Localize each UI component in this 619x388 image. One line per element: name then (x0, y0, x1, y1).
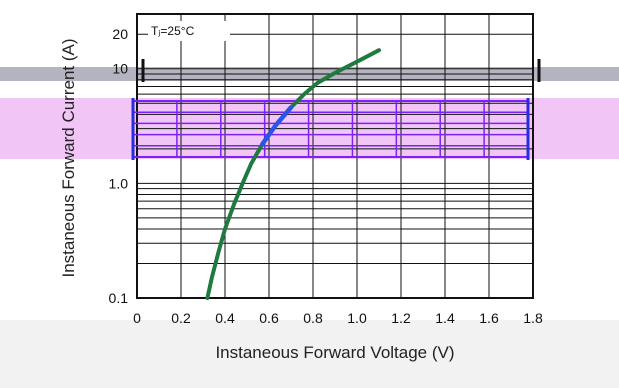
x-tick-label: 1.2 (391, 310, 411, 326)
x-tick-label: 1.6 (479, 310, 499, 326)
x-axis-title: Instaneous Forward Voltage (V) (215, 343, 454, 362)
x-tick-label: 0 (133, 310, 141, 326)
x-tick-label: 0.4 (215, 310, 235, 326)
overlay-band-grid (131, 59, 541, 160)
y-tick-label: 20 (112, 26, 128, 42)
x-tick-label: 0.2 (171, 310, 191, 326)
y-axis-title: Instaneous Forward Current (A) (59, 38, 78, 277)
temperature-annotation-box (148, 21, 230, 41)
x-tick-label: 0.6 (259, 310, 279, 326)
temperature-annotation: Tⱼ=25°C (151, 24, 195, 38)
forward-curve (205, 48, 381, 300)
y-tick-label: 1.0 (109, 175, 129, 191)
x-tick-label: 1.0 (347, 310, 367, 326)
y-tick-label: 0.1 (109, 290, 129, 306)
forward-curve-line (205, 48, 381, 300)
forward-curve-highlight (260, 105, 294, 147)
x-tick-label: 0.8 (303, 310, 323, 326)
y-tick-label: 10 (112, 61, 128, 77)
x-tick-label: 1.4 (435, 310, 455, 326)
x-tick-label: 1.8 (523, 310, 543, 326)
overlay-band-footer (0, 320, 619, 388)
